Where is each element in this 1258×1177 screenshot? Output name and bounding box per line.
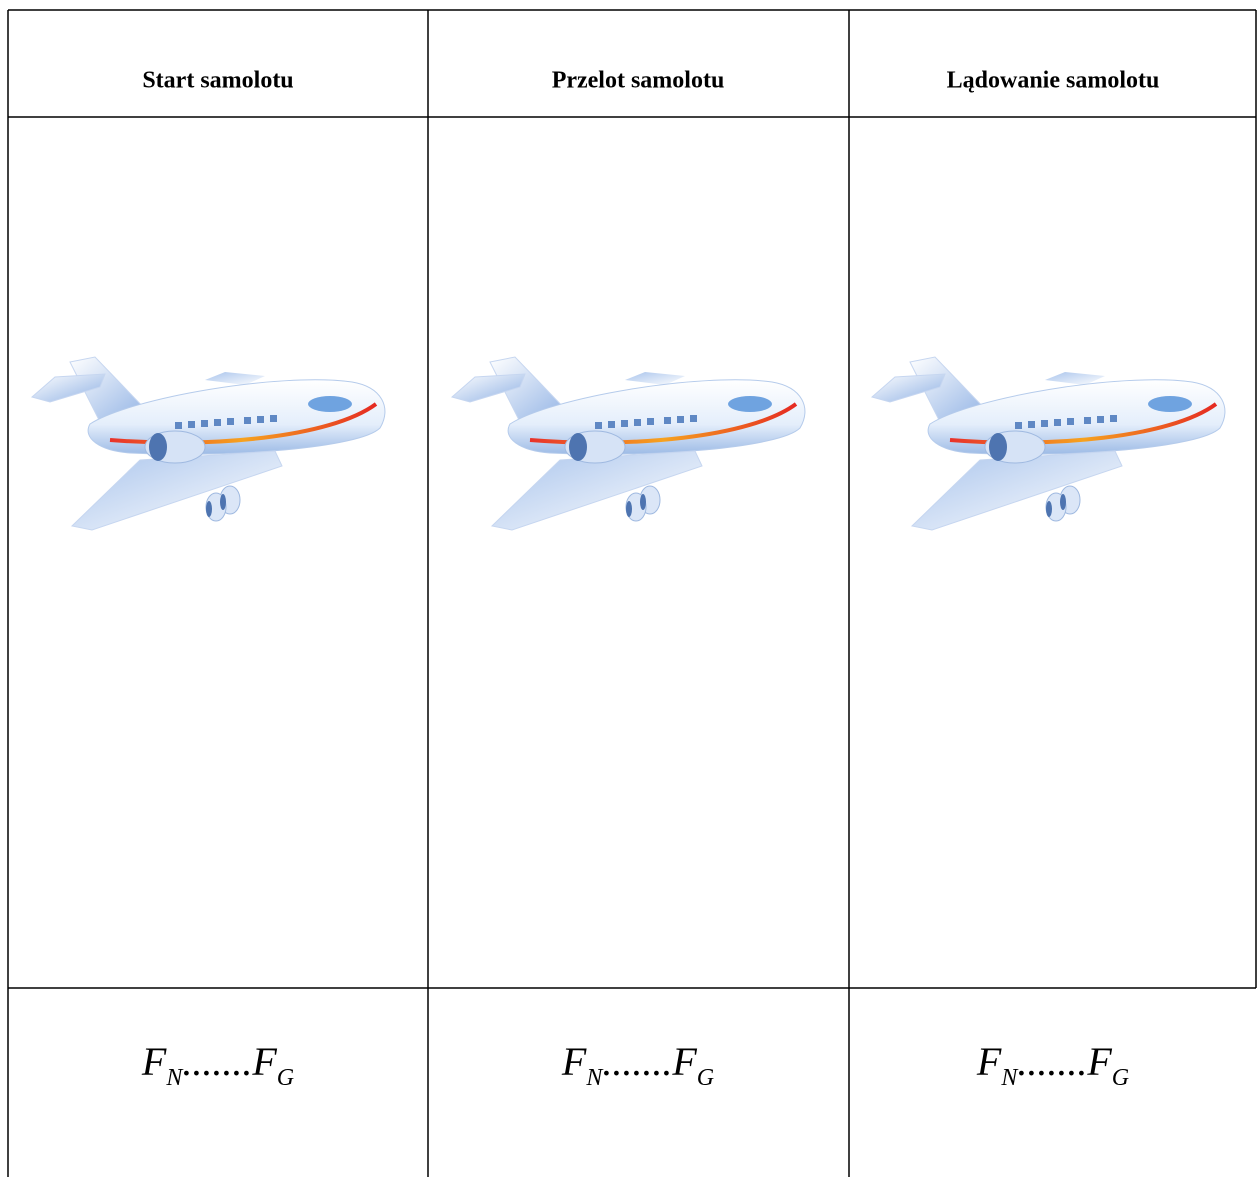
formula-subscript: G (277, 1065, 294, 1091)
formula-symbol: F (251, 1039, 277, 1084)
airplane-image (872, 357, 1225, 530)
formula: FN.......FG (141, 1039, 294, 1091)
formula-symbol: F (1086, 1039, 1112, 1084)
formula-subscript: G (697, 1065, 714, 1091)
table: Start samolotu Przelot samolotu Lądowanie … (0, 0, 1258, 1177)
formula-relation: ....... (1017, 1039, 1087, 1084)
formula-symbol: F (561, 1039, 587, 1084)
page: Start samolotu Przelot samolotu Lądowanie … (0, 0, 1258, 1177)
formula-relation: ....... (182, 1039, 252, 1084)
formula-symbol: F (976, 1039, 1002, 1084)
airplane-image (32, 357, 385, 530)
formula-relation: ....... (602, 1039, 672, 1084)
formula-symbol: F (671, 1039, 697, 1084)
formula-subscript: G (1112, 1065, 1129, 1091)
formula: FN.......FG (976, 1039, 1129, 1091)
column-header: Lądowanie samolotu (947, 68, 1160, 94)
column-header: Przelot samolotu (552, 68, 725, 94)
formula-symbol: F (141, 1039, 167, 1084)
airplane-image (452, 357, 805, 530)
formula: FN.......FG (561, 1039, 714, 1091)
column-header: Start samolotu (142, 68, 293, 94)
